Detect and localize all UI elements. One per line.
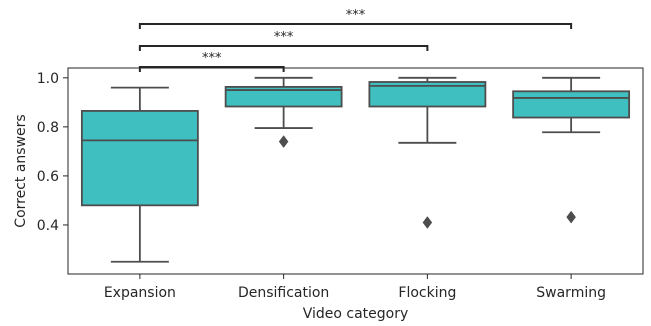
significance-bracket: ***: [138, 8, 573, 29]
box-iqr: [224, 85, 343, 108]
outlier-point: [566, 210, 576, 224]
x-tick-label: Flocking: [398, 285, 456, 301]
box-group-swarming: [512, 76, 631, 224]
x-tick-label: Swarming: [536, 285, 606, 301]
outlier-point: [422, 216, 433, 229]
box-group-flocking: [368, 76, 487, 229]
x-axis-ticks: Expansion Densification Flocking Swarming: [104, 274, 606, 301]
outlier-point: [278, 135, 289, 148]
boxes: [80, 76, 631, 263]
x-tick-label: Densification: [238, 285, 329, 301]
y-tick-label: 1.0: [37, 71, 59, 87]
significance-label: ***: [274, 30, 294, 45]
significance-label: ***: [202, 51, 222, 66]
box-group-densification: [224, 76, 343, 148]
y-tick-label: 0.4: [37, 218, 59, 234]
box-iqr: [80, 110, 199, 207]
significance-annotations: *** *** ***: [138, 8, 573, 72]
y-tick-label: 0.8: [37, 120, 59, 136]
x-tick-label: Expansion: [104, 285, 176, 301]
significance-line: [138, 23, 573, 29]
plot-frame: [67, 67, 644, 275]
y-axis-ticks: 0.4 0.6 0.8 1.0: [37, 71, 68, 234]
significance-bracket: ***: [138, 30, 429, 51]
significance-line: [138, 66, 285, 72]
significance-line: [138, 45, 429, 51]
axes: [67, 67, 644, 275]
significance-bracket: ***: [138, 51, 285, 72]
y-tick-label: 0.6: [37, 169, 59, 185]
x-axis-label: Video category: [303, 306, 409, 322]
box-group-expansion: [80, 86, 199, 263]
y-axis-label: Correct answers: [13, 114, 29, 227]
box-iqr: [512, 90, 631, 119]
significance-label: ***: [346, 8, 366, 23]
